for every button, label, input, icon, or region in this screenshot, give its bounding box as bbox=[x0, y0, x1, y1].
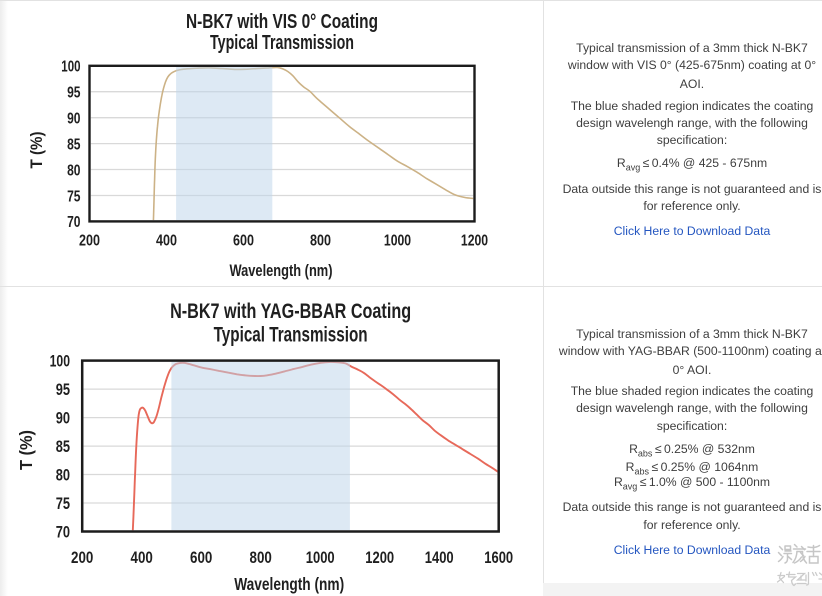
svg-text:600: 600 bbox=[190, 548, 212, 567]
svg-text:800: 800 bbox=[250, 548, 272, 567]
svg-text:800: 800 bbox=[310, 232, 331, 249]
svg-text:85: 85 bbox=[67, 136, 80, 153]
svg-text:1600: 1600 bbox=[484, 548, 513, 567]
svg-text:400: 400 bbox=[156, 232, 177, 249]
svg-text:80: 80 bbox=[67, 162, 80, 179]
svg-text:90: 90 bbox=[56, 409, 70, 428]
svg-text:95: 95 bbox=[67, 85, 80, 102]
svg-text:200: 200 bbox=[79, 232, 100, 249]
svg-text:600: 600 bbox=[233, 232, 254, 249]
svg-text:75: 75 bbox=[67, 188, 80, 205]
svg-text:Typical Transmission: Typical Transmission bbox=[214, 323, 368, 347]
svg-text:1200: 1200 bbox=[365, 548, 394, 567]
svg-text:N-BK7 with YAG-BBAR Coating: N-BK7 with YAG-BBAR Coating bbox=[170, 299, 411, 323]
svg-text:70: 70 bbox=[67, 214, 80, 231]
svg-text:1000: 1000 bbox=[384, 232, 411, 249]
svg-text:1200: 1200 bbox=[461, 232, 488, 249]
svg-text:1000: 1000 bbox=[306, 548, 335, 567]
svg-text:90: 90 bbox=[67, 111, 80, 128]
svg-text:Wavelength (nm): Wavelength (nm) bbox=[230, 262, 333, 280]
svg-text:1400: 1400 bbox=[425, 548, 454, 567]
svg-text:100: 100 bbox=[61, 59, 80, 76]
svg-text:Wavelength (nm): Wavelength (nm) bbox=[234, 574, 344, 594]
svg-text:85: 85 bbox=[56, 437, 70, 456]
svg-text:T (%): T (%) bbox=[16, 430, 36, 470]
svg-text:T (%): T (%) bbox=[28, 132, 46, 169]
svg-text:80: 80 bbox=[56, 466, 70, 485]
svg-text:70: 70 bbox=[56, 523, 70, 542]
svg-text:Typical Transmission: Typical Transmission bbox=[210, 32, 354, 54]
svg-text:95: 95 bbox=[56, 380, 70, 399]
svg-text:N-BK7 with VIS 0° Coating: N-BK7 with VIS 0° Coating bbox=[186, 11, 378, 33]
svg-text:200: 200 bbox=[71, 548, 93, 567]
svg-text:75: 75 bbox=[56, 494, 70, 513]
svg-text:100: 100 bbox=[50, 352, 70, 371]
svg-text:400: 400 bbox=[131, 548, 153, 567]
